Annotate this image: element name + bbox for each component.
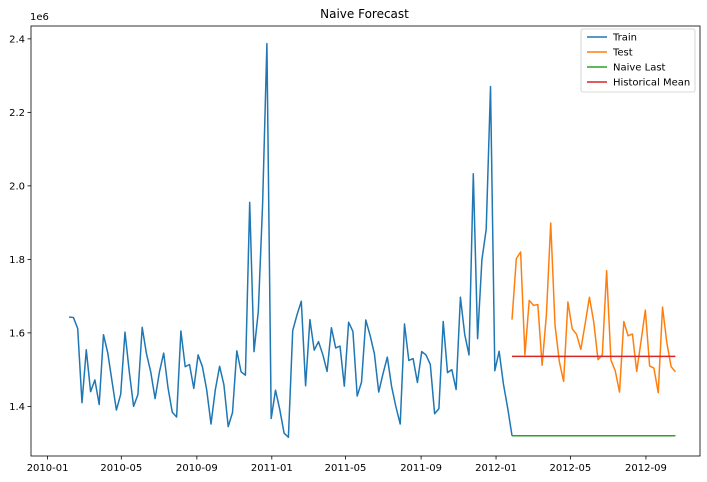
x-tick-label: 2011-09 bbox=[400, 463, 442, 474]
x-tick-label: 2010-05 bbox=[100, 463, 142, 474]
x-tick-label: 2012-01 bbox=[475, 463, 517, 474]
chart-title: Naive Forecast bbox=[320, 7, 409, 21]
legend-label: Historical Mean bbox=[613, 78, 690, 89]
plot-frame bbox=[30, 25, 701, 457]
x-tick-label: 2011-01 bbox=[251, 463, 293, 474]
legend-label: Train bbox=[612, 33, 637, 44]
legend-label: Test bbox=[612, 48, 633, 59]
x-tick-label: 2012-05 bbox=[549, 463, 591, 474]
y-tick-label: 2.0 bbox=[9, 181, 25, 192]
x-tick-label: 2010-09 bbox=[176, 463, 218, 474]
x-axis: 2010-01 2010-05 2010-09 2011-01 2011-05 2011-… bbox=[27, 456, 667, 474]
legend-label: Naive Last bbox=[613, 63, 666, 74]
y-tick-label: 1.6 bbox=[9, 328, 25, 339]
legend-box bbox=[580, 28, 696, 93]
series-line-test bbox=[511, 222, 677, 394]
y-tick-label: 2.2 bbox=[9, 108, 25, 119]
x-tick-label: 2011-05 bbox=[325, 463, 367, 474]
series-line-train bbox=[69, 42, 513, 439]
legend: Train Test Naive Last Historical Mean bbox=[580, 28, 696, 93]
series-layer bbox=[69, 42, 677, 439]
y-axis: 1.4 1.6 1.8 2.0 2.2 2.4 bbox=[9, 34, 31, 413]
x-tick-label: 2012-09 bbox=[625, 463, 667, 474]
y-axis-offset-label: 1e6 bbox=[30, 12, 49, 23]
y-tick-label: 2.4 bbox=[9, 34, 25, 45]
y-tick-label: 1.4 bbox=[9, 402, 25, 413]
x-tick-label: 2010-01 bbox=[27, 463, 69, 474]
y-tick-label: 1.8 bbox=[9, 255, 25, 266]
